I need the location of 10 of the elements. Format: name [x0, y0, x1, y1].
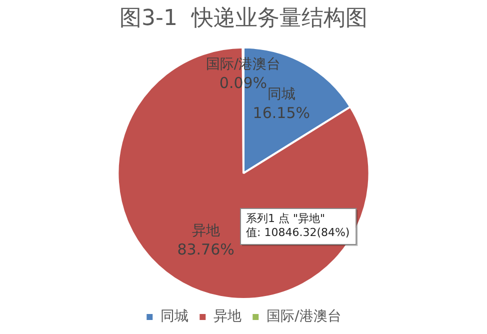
slice-label: 异地 [192, 223, 220, 240]
text: 系列1 点 "异地" 值: 10846.32(84%) [246, 212, 350, 239]
legend-label: 国际/港澳台 [266, 308, 342, 325]
data-label: 0.09% [219, 74, 268, 92]
legend-label: 异地 [214, 308, 242, 325]
data-label: 83.76% [177, 240, 234, 258]
legend-label: 同城 [160, 308, 189, 325]
data-label: 16.15% [252, 104, 310, 122]
slice-label: 同城 [267, 86, 296, 103]
chart-title: 图3-1 快递业务量结构图 [120, 6, 368, 31]
